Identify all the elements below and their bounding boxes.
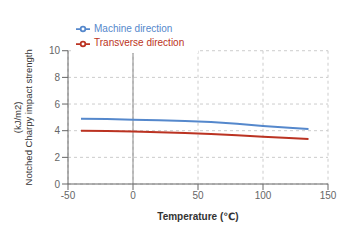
svg-text:-50: -50 [61,190,76,201]
svg-text:10: 10 [49,45,61,56]
svg-text:4: 4 [54,125,60,136]
svg-text:150: 150 [320,190,337,201]
svg-text:50: 50 [192,190,204,201]
svg-text:0: 0 [130,190,136,201]
svg-text:0: 0 [54,179,60,190]
svg-text:6: 6 [54,99,60,110]
html-text:Machine direction: Machine direction [94,23,173,34]
svg-text:100: 100 [255,190,272,201]
svg-text:Temperature (℃): Temperature (℃) [157,211,238,222]
svg-text:8: 8 [54,72,60,83]
svg-text:2: 2 [54,152,60,163]
html-text:Transverse direction: Transverse direction [94,37,185,49]
svg-text:(kJ/m2)Notched Charpy impact s: (kJ/m2)Notched Charpy impact strength [12,49,34,185]
